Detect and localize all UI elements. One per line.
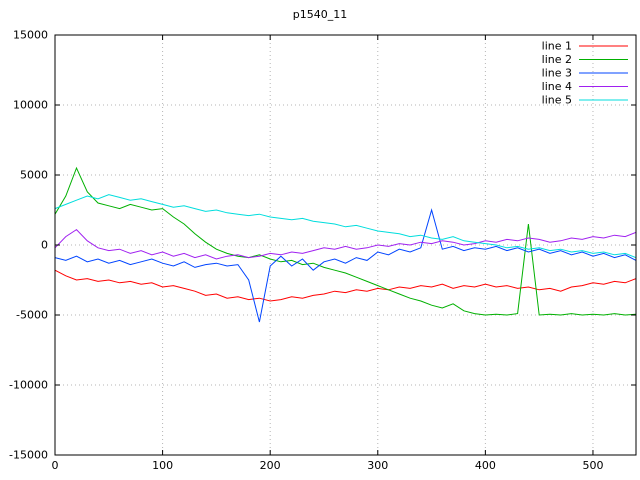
x-tick-label: 400: [475, 459, 496, 472]
y-tick-label: 0: [41, 239, 48, 252]
x-tick-label: 100: [152, 459, 173, 472]
legend-label: line 2: [542, 53, 572, 66]
x-tick-label: 500: [582, 459, 603, 472]
y-tick-label: -5000: [16, 309, 48, 322]
legend-label: line 1: [542, 40, 572, 53]
y-tick-label: 5000: [20, 169, 48, 182]
series-line-3: [54, 208, 637, 323]
legend-label: line 4: [542, 80, 572, 93]
x-tick-label: 200: [260, 459, 281, 472]
legend-label: line 5: [542, 94, 572, 107]
y-tick-label: -15000: [9, 449, 48, 462]
series-line-1: [54, 269, 637, 302]
chart-title: p1540_11: [292, 8, 348, 21]
y-tick-label: 15000: [13, 29, 48, 42]
series-line-2: [54, 166, 637, 316]
x-tick-label: 300: [367, 459, 388, 472]
y-tick-label: -10000: [9, 379, 48, 392]
y-tick-label: 10000: [13, 99, 48, 112]
series-line-4: [54, 228, 637, 260]
legend-label: line 3: [542, 67, 572, 80]
x-tick-label: 0: [52, 459, 59, 472]
series-line-5: [54, 194, 637, 259]
